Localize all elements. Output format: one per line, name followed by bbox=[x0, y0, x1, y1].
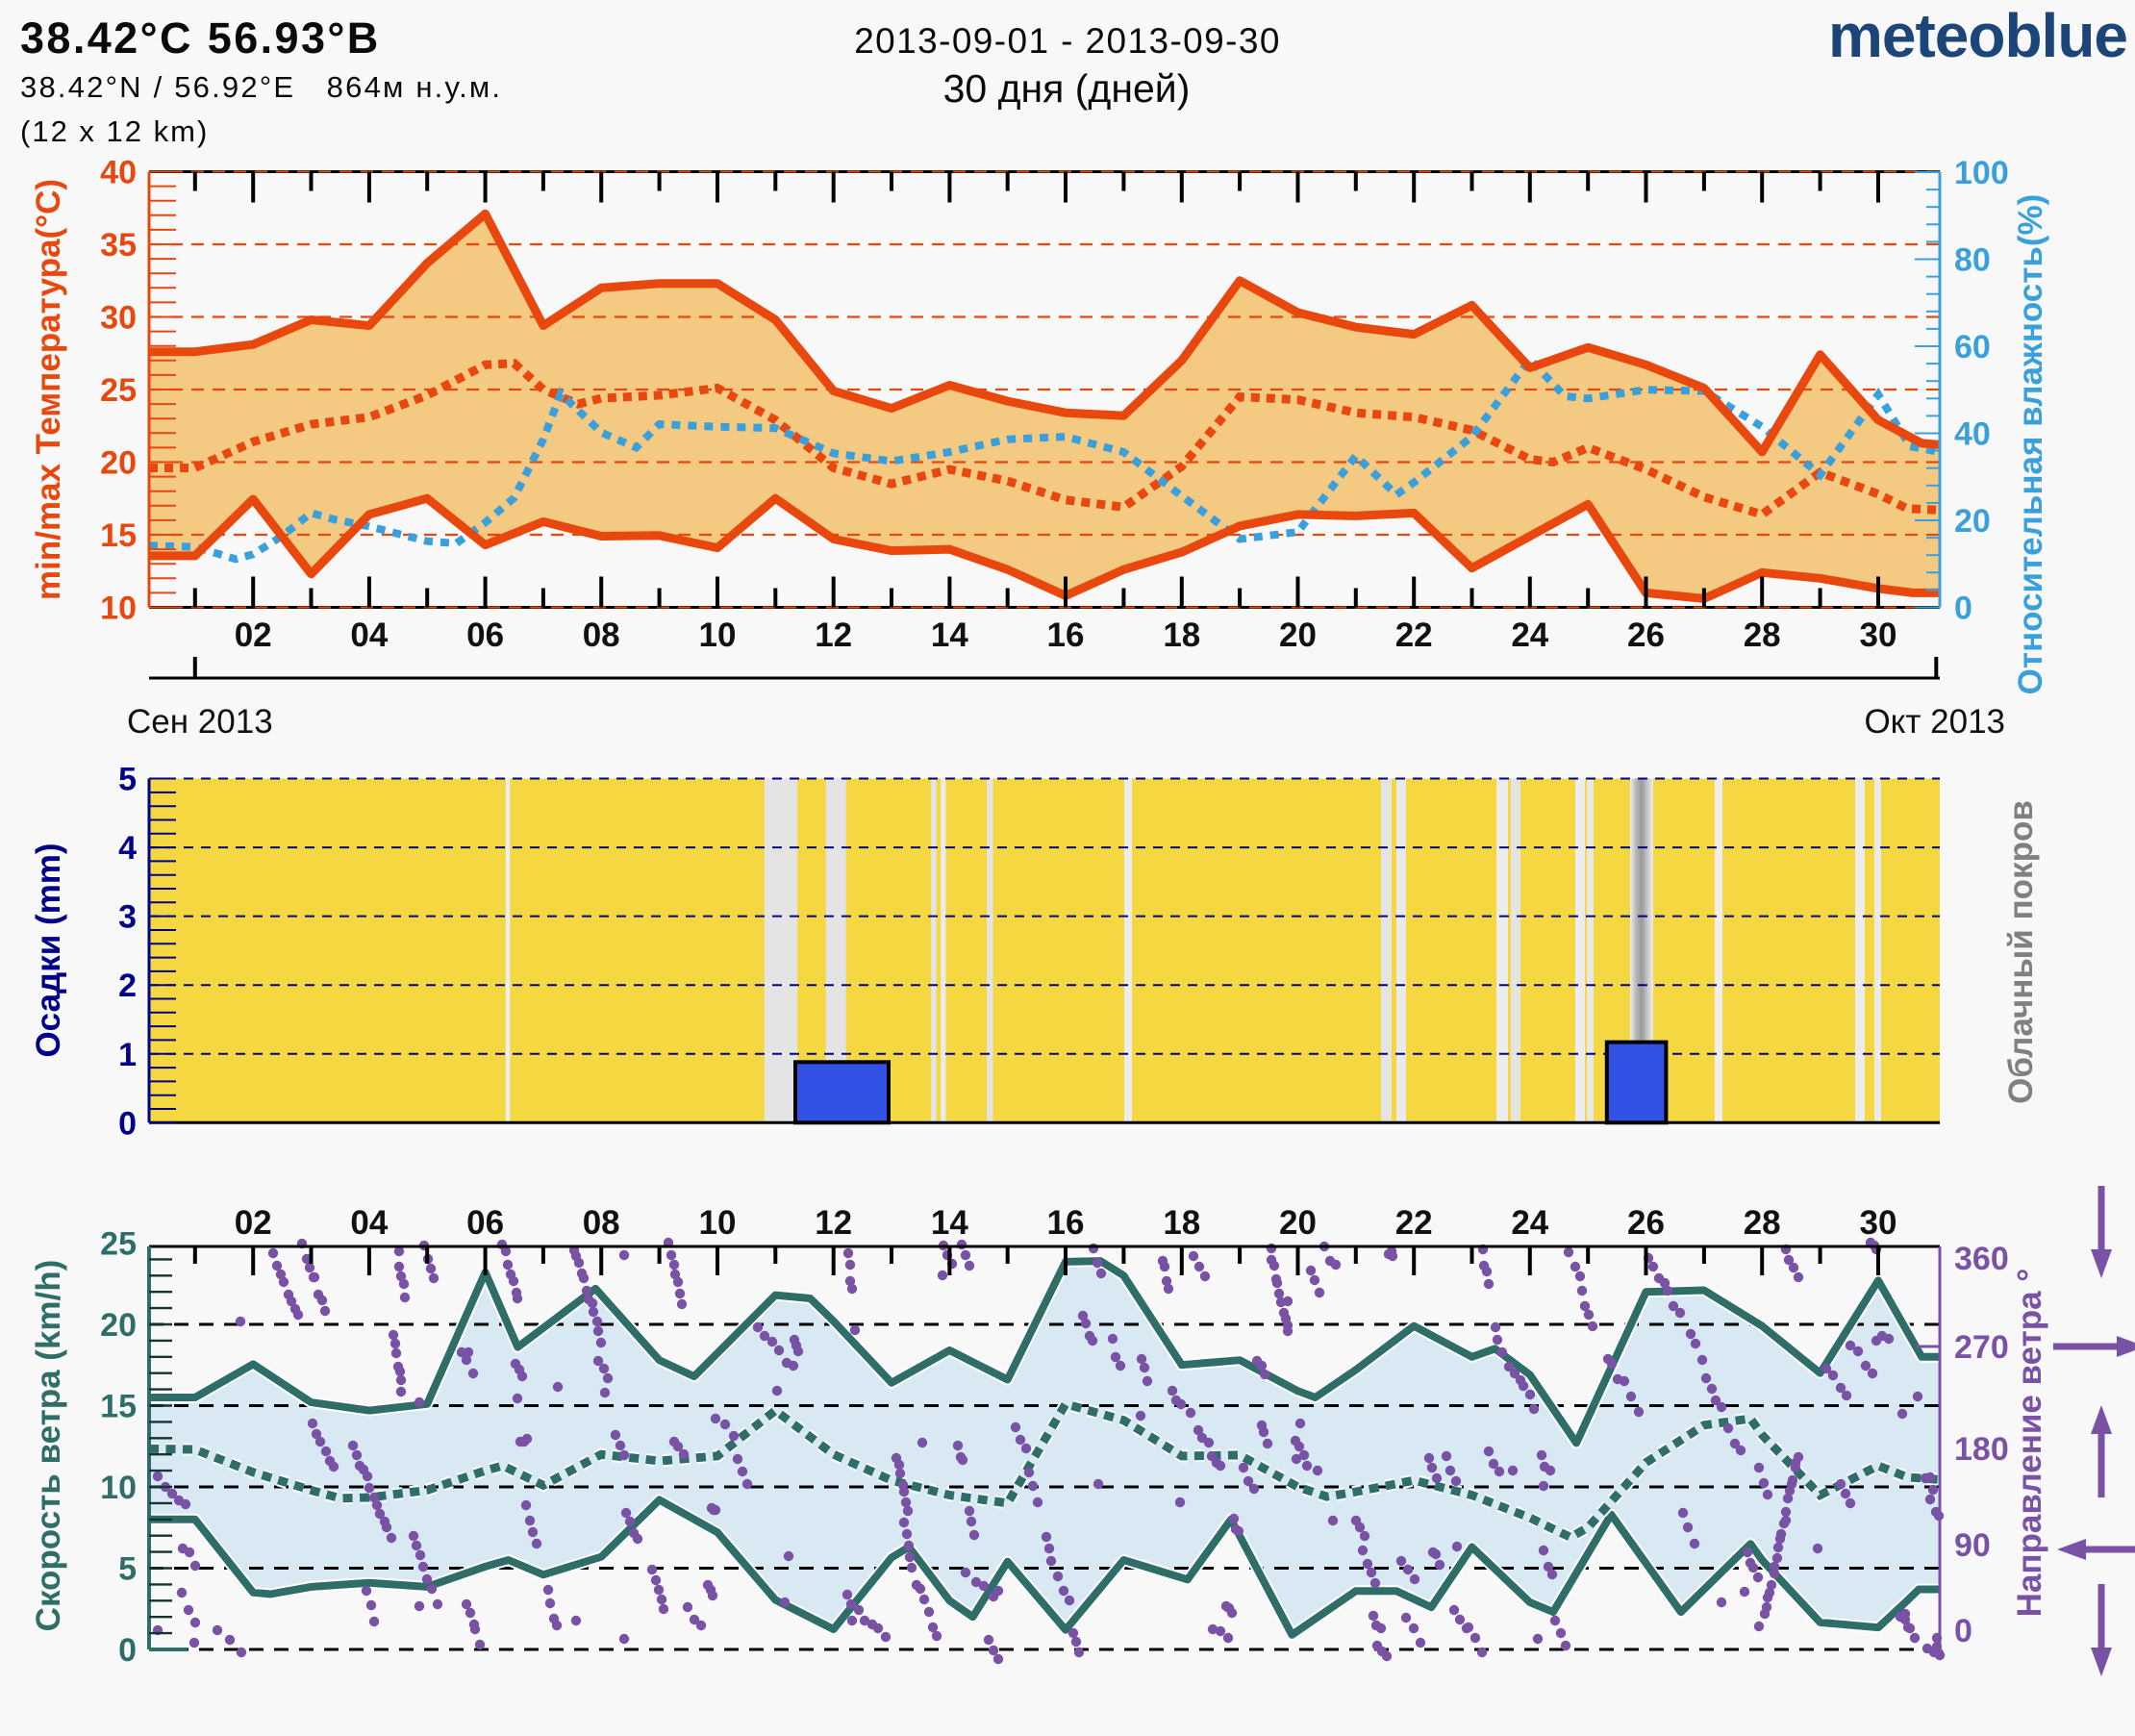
svg-text:5: 5 bbox=[118, 762, 137, 798]
svg-text:Осадки (mm): Осадки (mm) bbox=[30, 843, 67, 1057]
svg-text:20: 20 bbox=[1279, 1204, 1317, 1242]
svg-text:10: 10 bbox=[699, 1204, 737, 1242]
svg-text:60: 60 bbox=[1954, 329, 1991, 365]
svg-text:30: 30 bbox=[1860, 616, 1897, 654]
svg-text:22: 22 bbox=[1395, 616, 1433, 654]
svg-text:24: 24 bbox=[1511, 1204, 1548, 1242]
svg-text:25: 25 bbox=[100, 1226, 137, 1263]
svg-text:180: 180 bbox=[1954, 1431, 2009, 1468]
svg-text:2013-09-01 - 2013-09-30: 2013-09-01 - 2013-09-30 bbox=[854, 21, 1281, 61]
svg-text:90: 90 bbox=[1954, 1527, 1991, 1564]
svg-text:0: 0 bbox=[1954, 1613, 1972, 1649]
svg-text:270: 270 bbox=[1954, 1329, 2009, 1366]
svg-text:(12 x 12 km): (12 x 12 km) bbox=[20, 114, 209, 148]
svg-text:20: 20 bbox=[100, 1307, 137, 1344]
svg-text:80: 80 bbox=[1954, 242, 1991, 279]
svg-text:14: 14 bbox=[931, 616, 968, 654]
svg-text:15: 15 bbox=[100, 1389, 137, 1425]
svg-text:4: 4 bbox=[118, 830, 137, 867]
svg-text:30: 30 bbox=[100, 300, 137, 337]
svg-text:16: 16 bbox=[1047, 1204, 1085, 1242]
svg-text:04: 04 bbox=[350, 1204, 388, 1242]
svg-text:meteoblue: meteoblue bbox=[1828, 1, 2127, 70]
svg-text:20: 20 bbox=[1954, 503, 1991, 540]
svg-text:06: 06 bbox=[466, 1204, 504, 1242]
svg-text:18: 18 bbox=[1163, 616, 1200, 654]
svg-text:08: 08 bbox=[583, 1204, 620, 1242]
svg-text:100: 100 bbox=[1954, 155, 2009, 191]
svg-text:40: 40 bbox=[100, 155, 137, 191]
svg-text:0: 0 bbox=[1954, 591, 1972, 627]
svg-text:22: 22 bbox=[1395, 1204, 1433, 1242]
svg-text:min/max Температура(°C): min/max Температура(°C) bbox=[30, 179, 67, 600]
svg-text:1: 1 bbox=[118, 1037, 137, 1073]
svg-text:3: 3 bbox=[118, 899, 137, 936]
svg-text:18: 18 bbox=[1163, 1204, 1200, 1242]
svg-text:15: 15 bbox=[100, 517, 137, 554]
svg-text:16: 16 bbox=[1047, 616, 1085, 654]
svg-text:360: 360 bbox=[1954, 1241, 2009, 1277]
svg-text:0: 0 bbox=[118, 1105, 137, 1142]
svg-text:02: 02 bbox=[235, 616, 272, 654]
svg-text:38.42°С 56.93°В: 38.42°С 56.93°В bbox=[20, 13, 381, 63]
svg-text:04: 04 bbox=[350, 616, 388, 654]
svg-text:20: 20 bbox=[100, 445, 137, 482]
svg-text:12: 12 bbox=[815, 1204, 852, 1242]
svg-text:30: 30 bbox=[1860, 1204, 1897, 1242]
svg-text:5: 5 bbox=[118, 1551, 137, 1588]
svg-text:0: 0 bbox=[118, 1632, 137, 1669]
svg-text:10: 10 bbox=[699, 616, 737, 654]
svg-text:Относительная влажность(%): Относительная влажность(%) bbox=[2012, 194, 2049, 695]
svg-text:06: 06 bbox=[466, 616, 504, 654]
svg-text:12: 12 bbox=[815, 616, 852, 654]
svg-text:25: 25 bbox=[100, 372, 137, 409]
svg-text:10: 10 bbox=[100, 591, 137, 627]
svg-text:38.42°N / 56.92°E 864м н.у.м: 38.42°N / 56.92°E 864м н.у.м. bbox=[20, 70, 502, 104]
svg-text:24: 24 bbox=[1511, 616, 1548, 654]
svg-text:30 дня (дней): 30 дня (дней) bbox=[943, 66, 1191, 111]
svg-text:Облачный покров: Облачный покров bbox=[2002, 800, 2040, 1104]
svg-text:14: 14 bbox=[931, 1204, 968, 1242]
svg-text:26: 26 bbox=[1627, 1204, 1665, 1242]
svg-text:10: 10 bbox=[100, 1470, 137, 1506]
svg-text:08: 08 bbox=[583, 616, 620, 654]
svg-text:Сен 2013: Сен 2013 bbox=[127, 703, 273, 741]
svg-text:28: 28 bbox=[1744, 616, 1781, 654]
svg-text:Окт 2013: Окт 2013 bbox=[1864, 703, 2005, 741]
svg-text:28: 28 bbox=[1744, 1204, 1781, 1242]
svg-text:35: 35 bbox=[100, 227, 137, 264]
svg-text:26: 26 bbox=[1627, 616, 1665, 654]
svg-text:Направление ветра °: Направление ветра ° bbox=[2011, 1269, 2048, 1618]
svg-text:Скорость ветра (km/h): Скорость ветра (km/h) bbox=[30, 1260, 67, 1632]
svg-text:2: 2 bbox=[118, 968, 137, 1004]
svg-text:20: 20 bbox=[1279, 616, 1317, 654]
svg-text:02: 02 bbox=[235, 1204, 272, 1242]
svg-text:40: 40 bbox=[1954, 416, 1991, 453]
